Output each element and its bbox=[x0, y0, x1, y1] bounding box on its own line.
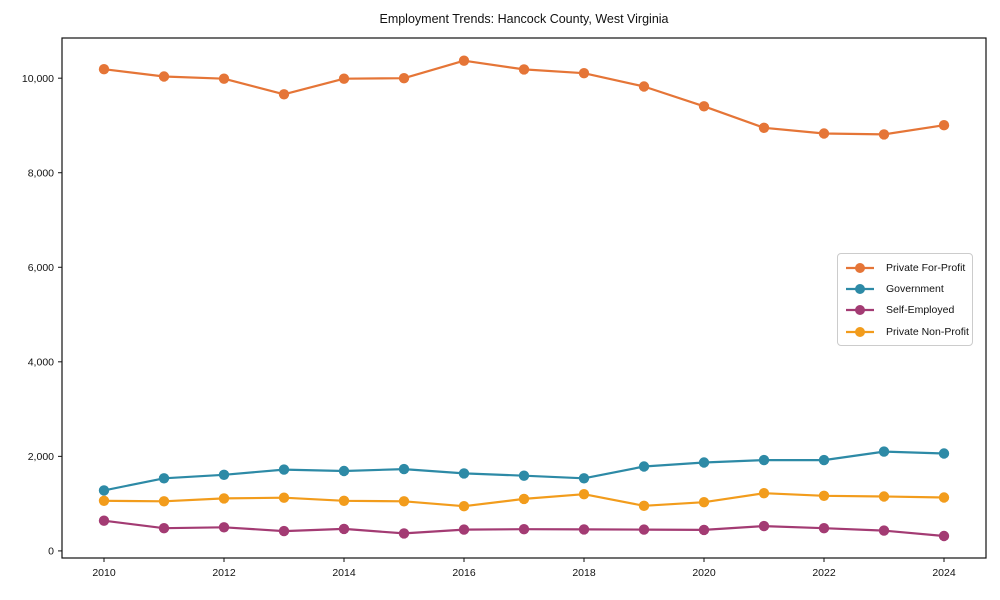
data-point bbox=[218, 469, 230, 480]
data-point bbox=[698, 524, 710, 536]
x-tick-label: 2022 bbox=[812, 567, 836, 579]
data-point bbox=[218, 73, 230, 84]
legend-label: Private For-Profit bbox=[886, 261, 966, 274]
data-point bbox=[818, 454, 830, 466]
data-point bbox=[158, 496, 170, 507]
legend-swatch-line-marker-icon bbox=[846, 305, 874, 316]
data-point bbox=[758, 488, 770, 499]
series-government bbox=[98, 446, 950, 496]
legend-item-private-for-profit: Private For-Profit bbox=[838, 257, 972, 278]
x-tick-label: 2024 bbox=[932, 567, 956, 579]
x-tick-label: 2016 bbox=[452, 567, 476, 579]
data-point bbox=[278, 492, 290, 503]
data-point bbox=[278, 525, 290, 537]
data-point bbox=[878, 491, 890, 502]
data-point bbox=[458, 524, 470, 535]
x-tick-label: 2014 bbox=[332, 567, 356, 579]
legend-label: Self-Employed bbox=[886, 304, 955, 317]
data-point bbox=[818, 128, 830, 139]
data-point bbox=[698, 497, 710, 508]
data-point bbox=[458, 468, 470, 479]
data-point bbox=[158, 71, 170, 82]
data-point bbox=[878, 525, 890, 536]
data-point bbox=[638, 524, 650, 535]
data-point bbox=[518, 470, 530, 481]
legend-label: Private Non-Profit bbox=[886, 325, 969, 338]
data-point bbox=[818, 490, 830, 501]
data-point bbox=[398, 496, 410, 507]
data-point bbox=[518, 524, 530, 535]
y-tick-label: 2,000 bbox=[28, 451, 54, 463]
x-axis: 2010 2012 2014 2016 2018 2020 2022 2024 bbox=[92, 558, 956, 579]
data-point bbox=[578, 473, 590, 484]
data-point bbox=[638, 461, 650, 472]
y-tick-label: 10,000 bbox=[22, 73, 54, 85]
legend-swatch-line-marker-icon bbox=[846, 326, 874, 337]
series-private-for-profit bbox=[98, 55, 950, 140]
x-tick-label: 2012 bbox=[212, 567, 236, 579]
data-point bbox=[518, 64, 530, 75]
data-point bbox=[338, 465, 350, 477]
data-point bbox=[398, 528, 410, 539]
data-point bbox=[878, 129, 890, 140]
data-point bbox=[398, 73, 410, 84]
data-point bbox=[98, 485, 110, 496]
data-point bbox=[938, 448, 950, 459]
data-point bbox=[938, 530, 950, 542]
data-point bbox=[638, 500, 650, 511]
legend-swatch-line-marker-icon bbox=[846, 283, 874, 294]
data-point bbox=[158, 523, 170, 534]
legend-item-private-non-profit: Private Non-Profit bbox=[838, 321, 972, 342]
data-point bbox=[458, 501, 470, 512]
data-point bbox=[638, 81, 650, 92]
data-point bbox=[758, 454, 770, 466]
x-tick-label: 2020 bbox=[692, 567, 716, 579]
data-point bbox=[458, 55, 470, 66]
y-tick-label: 6,000 bbox=[28, 262, 54, 274]
data-point bbox=[218, 493, 230, 504]
data-point bbox=[158, 473, 170, 484]
data-point bbox=[338, 495, 350, 506]
data-point bbox=[698, 101, 710, 112]
x-tick-label: 2010 bbox=[92, 567, 116, 579]
data-point bbox=[758, 122, 770, 133]
data-point bbox=[518, 493, 530, 505]
data-point bbox=[578, 524, 590, 535]
data-point bbox=[278, 89, 290, 100]
legend-swatch-line-marker-icon bbox=[846, 262, 874, 273]
data-point bbox=[398, 463, 410, 475]
series-private-non-profit bbox=[98, 488, 950, 512]
series-self-employed bbox=[98, 515, 950, 542]
chart-legend: Private For-Profit Government Self-Emplo… bbox=[837, 253, 973, 347]
data-point bbox=[98, 63, 110, 75]
data-point bbox=[578, 68, 590, 79]
legend-item-self-employed: Self-Employed bbox=[838, 300, 972, 321]
data-point bbox=[338, 73, 350, 84]
data-point bbox=[698, 457, 710, 468]
plot-frame bbox=[61, 37, 987, 559]
x-tick-label: 2018 bbox=[572, 567, 596, 579]
data-point bbox=[218, 522, 230, 533]
y-tick-label: 0 bbox=[48, 546, 54, 558]
data-point bbox=[98, 515, 110, 526]
data-point bbox=[98, 495, 110, 506]
chart-title: Employment Trends: Hancock County, West … bbox=[379, 12, 669, 26]
data-point bbox=[758, 520, 770, 532]
legend-label: Government bbox=[886, 282, 944, 295]
data-point bbox=[278, 464, 290, 475]
y-tick-label: 4,000 bbox=[28, 356, 54, 368]
data-point bbox=[878, 446, 890, 457]
data-point bbox=[338, 523, 350, 535]
data-point bbox=[938, 120, 950, 131]
data-point bbox=[938, 492, 950, 503]
y-tick-label: 8,000 bbox=[28, 167, 54, 179]
data-point bbox=[578, 489, 590, 500]
y-axis: 0 2,000 4,000 6,000 8,000 10,000 bbox=[22, 73, 62, 558]
data-point bbox=[818, 523, 830, 534]
legend-item-government: Government bbox=[838, 278, 972, 299]
